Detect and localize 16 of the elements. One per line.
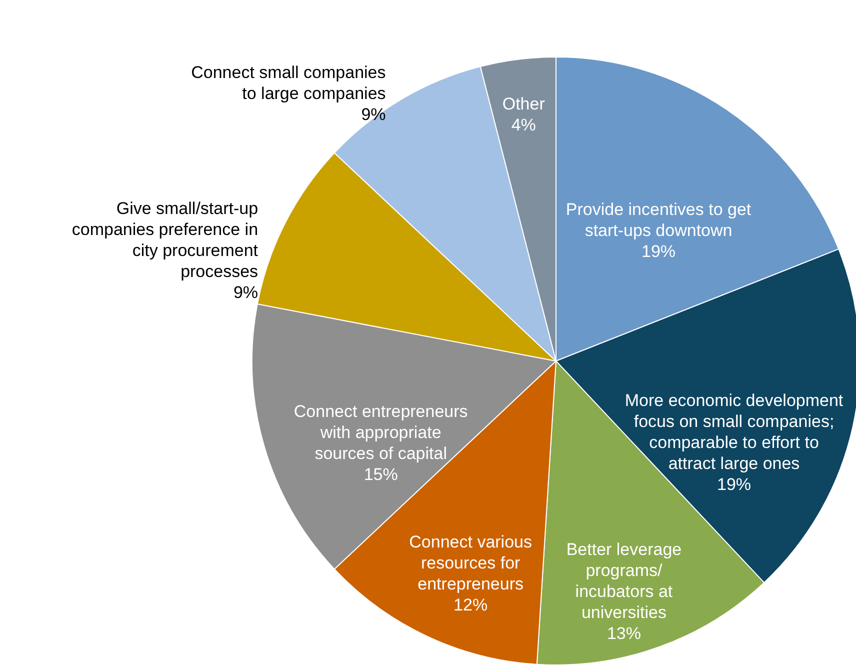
slice-label: More economic development focus on small companies; comparable to effort to attract large ones — [624, 390, 844, 473]
data-label: 13% — [606, 624, 641, 643]
data-label: 12% — [454, 596, 488, 615]
slice-label: Provide incentives to get start-ups downtown — [566, 200, 752, 240]
data-label: 15% — [364, 464, 398, 484]
slice-label: Connect small companies to large companies — [191, 63, 386, 104]
data-label: 9% — [361, 105, 386, 124]
data-label: 9% — [233, 283, 258, 302]
slice-label: Better leverage programs/ incubators at universities — [566, 540, 682, 622]
slice-label: Connect entrepreneurs with appropriate sources of capital — [294, 402, 468, 463]
data-label: 4% — [511, 116, 536, 135]
slice-label: Give small/start-up companies preference in city procurement processes — [72, 199, 258, 282]
data-label: 19% — [642, 242, 676, 262]
slice-label: Other — [502, 94, 546, 114]
data-label: 19% — [716, 474, 752, 494]
slice-label: Connect various resources for entrepreneurs — [409, 532, 532, 594]
